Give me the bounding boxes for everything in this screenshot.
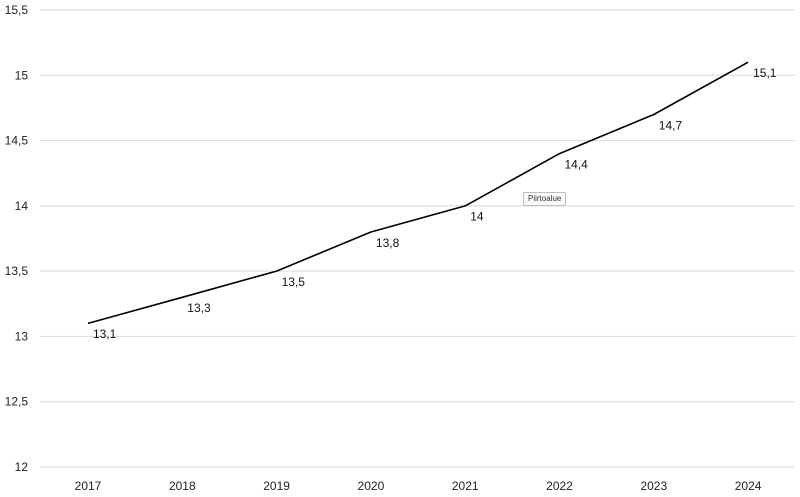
data-label: 14,7 (659, 118, 683, 132)
y-axis-tick-labels: 12 12,5 13 13,5 14 14,5 15 15,5 (5, 3, 29, 474)
x-tick-label: 2019 (263, 479, 290, 493)
y-tick-label: 15,5 (5, 3, 29, 17)
x-tick-label: 2024 (735, 479, 762, 493)
gridlines (40, 9, 795, 468)
x-tick-label: 2023 (640, 479, 667, 493)
data-labels: 13,1 13,3 13,5 13,8 14 14,4 14,7 15,1 (93, 66, 777, 341)
x-tick-label: 2022 (546, 479, 573, 493)
series-line (87, 61, 749, 325)
data-label: 15,1 (753, 66, 777, 80)
plot-area-tooltip: Piirtoalue (523, 192, 567, 206)
y-tick-label: 12 (15, 460, 29, 474)
y-tick-label: 13 (15, 329, 29, 343)
x-tick-label: 2020 (358, 479, 385, 493)
y-tick-label: 13,5 (5, 264, 29, 278)
data-label: 13,3 (187, 301, 211, 315)
y-tick-label: 12,5 (5, 395, 29, 409)
data-label: 13,1 (93, 327, 117, 341)
y-tick-label: 14,5 (5, 134, 29, 148)
data-label: 13,8 (376, 236, 400, 250)
data-label: 14 (470, 210, 484, 224)
x-tick-label: 2021 (452, 479, 479, 493)
x-axis-tick-labels: 2017 2018 2019 2020 2021 2022 2023 2024 (75, 479, 762, 493)
data-label: 14,4 (565, 157, 589, 171)
x-tick-label: 2018 (169, 479, 196, 493)
y-tick-label: 14 (15, 199, 29, 213)
data-label: 13,5 (282, 275, 306, 289)
x-tick-label: 2017 (75, 479, 102, 493)
y-tick-label: 15 (15, 68, 29, 82)
